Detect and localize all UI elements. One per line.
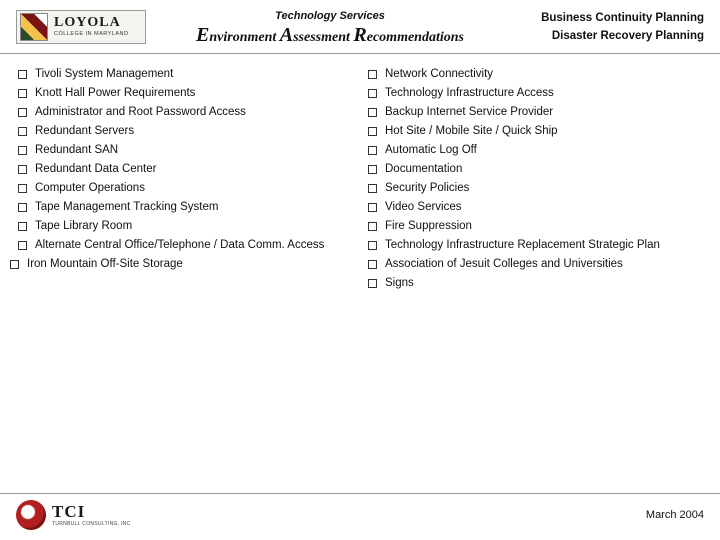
loyola-subtitle: COLLEGE IN MARYLAND (54, 32, 129, 38)
checkbox-icon (368, 146, 377, 155)
list-item: Backup Internet Service Provider (368, 106, 710, 118)
list-item: Fire Suppression (368, 220, 710, 232)
list-item: Redundant SAN (18, 144, 360, 156)
checkbox-icon (18, 184, 27, 193)
checkbox-icon (18, 222, 27, 231)
item-label: Network Connectivity (385, 68, 493, 80)
list-item: Signs (368, 277, 710, 289)
list-item: Redundant Servers (18, 125, 360, 137)
item-label: Computer Operations (35, 182, 145, 194)
item-label: Tivoli System Management (35, 68, 173, 80)
checkbox-icon (10, 260, 19, 269)
checkbox-icon (368, 165, 377, 174)
checkbox-icon (368, 279, 377, 288)
item-label: Redundant SAN (35, 144, 118, 156)
item-label: Tape Management Tracking System (35, 201, 218, 213)
checkbox-icon (368, 108, 377, 117)
list-item: Alternate Central Office/Telephone / Dat… (18, 239, 360, 251)
item-label: Association of Jesuit Colleges and Unive… (385, 258, 623, 270)
list-item: Tivoli System Management (18, 68, 360, 80)
checkbox-icon (18, 203, 27, 212)
loyola-name: LOYOLA (54, 16, 129, 30)
checkbox-icon (18, 89, 27, 98)
loyola-logo: LOYOLA COLLEGE IN MARYLAND (16, 10, 146, 44)
checkbox-icon (368, 222, 377, 231)
item-label: Fire Suppression (385, 220, 472, 232)
footer: TCI TURNBULL CONSULTING, INC March 2004 (0, 493, 720, 540)
list-item: Automatic Log Off (368, 144, 710, 156)
checkbox-icon (18, 241, 27, 250)
checkbox-icon (18, 108, 27, 117)
item-label: Redundant Data Center (35, 163, 156, 175)
header-right: Business Continuity Planning Disaster Re… (504, 10, 704, 42)
left-column: Tivoli System Management Knott Hall Powe… (10, 68, 360, 296)
checkbox-icon (18, 165, 27, 174)
header: LOYOLA COLLEGE IN MARYLAND Technology Se… (0, 0, 720, 54)
list-item: Redundant Data Center (18, 163, 360, 175)
list-item: Iron Mountain Off-Site Storage (10, 258, 360, 270)
item-label: Tape Library Room (35, 220, 132, 232)
content: Tivoli System Management Knott Hall Powe… (0, 54, 720, 296)
tci-logo: TCI TURNBULL CONSULTING, INC (16, 500, 131, 530)
checkbox-icon (368, 70, 377, 79)
item-label: Technology Infrastructure Replacement St… (385, 239, 660, 251)
item-label: Knott Hall Power Requirements (35, 87, 195, 99)
item-label: Signs (385, 277, 414, 289)
checkbox-icon (368, 184, 377, 193)
checkbox-icon (18, 127, 27, 136)
list-item: Knott Hall Power Requirements (18, 87, 360, 99)
checkbox-icon (368, 241, 377, 250)
tech-services-label: Technology Services (156, 10, 504, 22)
list-item: Administrator and Root Password Access (18, 106, 360, 118)
checkbox-icon (368, 260, 377, 269)
list-item: Tape Library Room (18, 220, 360, 232)
checkbox-icon (368, 127, 377, 136)
ear-title: Environment Assessment Recommendations (156, 24, 504, 47)
list-item: Security Policies (368, 182, 710, 194)
list-item: Documentation (368, 163, 710, 175)
loyola-logo-text: LOYOLA COLLEGE IN MARYLAND (54, 16, 129, 38)
checkbox-icon (368, 89, 377, 98)
list-item: Computer Operations (18, 182, 360, 194)
tci-name: TCI (52, 503, 131, 520)
tci-subtitle: TURNBULL CONSULTING, INC (52, 522, 131, 527)
list-item: Hot Site / Mobile Site / Quick Ship (368, 125, 710, 137)
item-label: Technology Infrastructure Access (385, 87, 554, 99)
loyola-seal-icon (20, 13, 48, 41)
list-item: Technology Infrastructure Replacement St… (368, 239, 710, 251)
list-item: Video Services (368, 201, 710, 213)
checkbox-icon (18, 146, 27, 155)
item-label: Video Services (385, 201, 462, 213)
item-label: Backup Internet Service Provider (385, 106, 553, 118)
list-item: Association of Jesuit Colleges and Unive… (368, 258, 710, 270)
drp-label: Disaster Recovery Planning (504, 30, 704, 42)
item-label: Documentation (385, 163, 462, 175)
tci-text: TCI TURNBULL CONSULTING, INC (52, 503, 131, 527)
list-item: Network Connectivity (368, 68, 710, 80)
item-label: Automatic Log Off (385, 144, 477, 156)
list-item: Technology Infrastructure Access (368, 87, 710, 99)
checkbox-icon (18, 70, 27, 79)
item-label: Alternate Central Office/Telephone / Dat… (35, 239, 324, 251)
right-column: Network Connectivity Technology Infrastr… (360, 68, 710, 296)
item-label: Security Policies (385, 182, 469, 194)
tci-mark-icon (16, 500, 46, 530)
checkbox-icon (368, 203, 377, 212)
footer-date: March 2004 (646, 509, 704, 521)
item-label: Hot Site / Mobile Site / Quick Ship (385, 125, 558, 137)
bcp-label: Business Continuity Planning (504, 12, 704, 24)
item-label: Redundant Servers (35, 125, 134, 137)
list-item: Tape Management Tracking System (18, 201, 360, 213)
header-center: Technology Services Environment Assessme… (156, 10, 504, 47)
item-label: Administrator and Root Password Access (35, 106, 246, 118)
item-label: Iron Mountain Off-Site Storage (27, 258, 183, 270)
